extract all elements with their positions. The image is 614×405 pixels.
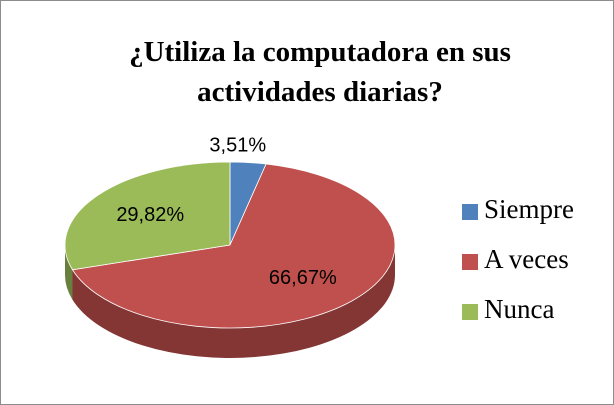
legend-swatch [462, 254, 478, 270]
pie-slice [64, 161, 231, 271]
data-label: 29,82% [116, 204, 184, 226]
legend-swatch [462, 304, 478, 320]
legend-label: Siempre [484, 194, 574, 224]
legend-label: A veces [484, 244, 569, 274]
pie-side [72, 245, 395, 358]
legend-label: Nunca [484, 294, 554, 324]
legend-swatch [462, 204, 478, 220]
pie-slice [71, 163, 396, 329]
chart-title: ¿Utiliza la computadora en sus actividad… [129, 36, 511, 108]
data-label: 3,51% [209, 134, 266, 156]
data-label: 66,67% [269, 267, 337, 289]
